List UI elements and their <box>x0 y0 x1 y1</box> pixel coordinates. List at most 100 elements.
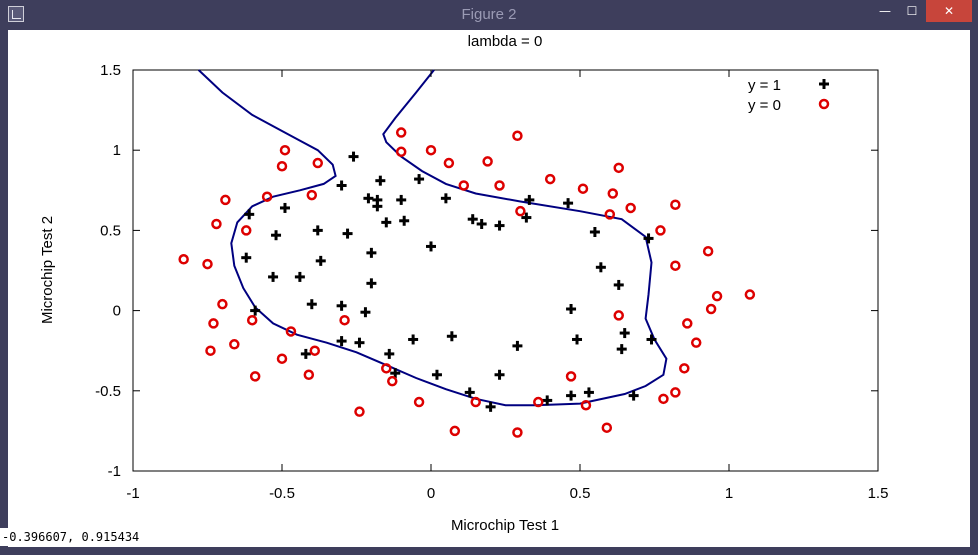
negative-point <box>387 375 398 387</box>
figure-canvas[interactable]: lambda = 0 -1 -0.5 0 0.5 1 1.5 -1 -0.5 0 0.5 1 1.5 … <box>8 30 970 547</box>
positive-point <box>643 233 654 244</box>
positive-point <box>390 368 401 379</box>
positive-point <box>366 247 377 258</box>
negative-point <box>217 298 228 310</box>
positive-point <box>494 220 505 231</box>
positive-point <box>306 299 317 310</box>
positive-point <box>464 387 475 398</box>
negative-point <box>544 173 556 185</box>
negative-point <box>670 387 681 398</box>
negative-point <box>285 326 297 337</box>
negative-point <box>276 160 288 172</box>
legend-marker-positive <box>819 79 829 89</box>
negative-point <box>744 289 756 300</box>
negative-point <box>565 371 577 382</box>
negative-point <box>309 345 321 356</box>
negative-point <box>494 180 505 191</box>
negative-point <box>413 396 425 408</box>
negative-point <box>711 290 723 302</box>
negative-point <box>655 225 666 236</box>
legend-label-negative: y = 0 <box>748 97 781 114</box>
negative-point <box>279 144 291 156</box>
positive-point <box>241 252 252 263</box>
negative-point <box>658 393 669 405</box>
negative-point <box>425 144 437 156</box>
negative-point <box>240 225 252 236</box>
negative-point <box>613 310 624 321</box>
y-tick-label: 1 <box>113 142 121 159</box>
negative-point <box>229 339 240 350</box>
negative-point <box>601 422 613 433</box>
title-bar[interactable]: Figure 2 — ☐ ✕ <box>0 0 978 30</box>
positive-point <box>563 198 574 209</box>
y-axis-label: Microchip Test 2 <box>39 216 56 324</box>
positive-point <box>336 336 347 347</box>
negative-point <box>220 194 231 206</box>
positive-point <box>440 193 451 204</box>
plot-frame <box>132 69 879 472</box>
plot[interactable]: lambda = 0 -1 -0.5 0 0.5 1 1.5-1-0.500.511.5 … <box>8 30 970 547</box>
positive-point <box>342 228 353 239</box>
positive-point <box>384 348 395 359</box>
positive-point <box>476 218 487 229</box>
y-tick-label: 1.5 <box>100 62 121 79</box>
positive-point <box>431 369 442 380</box>
x-tick-label: -1 <box>126 485 139 502</box>
legend-label-positive: y = 1 <box>748 77 781 94</box>
minimize-button[interactable]: — <box>879 4 891 18</box>
positive-point <box>414 174 425 185</box>
negative-point <box>512 427 523 438</box>
positive-point <box>566 303 577 314</box>
positive-point <box>589 227 600 238</box>
positive-point <box>363 193 374 204</box>
positive-point <box>485 401 496 412</box>
negative-point <box>306 189 318 201</box>
positive-point <box>354 337 365 348</box>
negative-point <box>211 218 222 230</box>
negative-point <box>482 156 493 167</box>
x-tick-label: 0.5 <box>570 485 591 502</box>
window-title: Figure 2 <box>461 6 517 23</box>
positive-point <box>372 201 383 212</box>
x-axis-label: Microchip Test 1 <box>451 517 559 534</box>
positive-point <box>524 194 535 205</box>
close-button[interactable]: ✕ <box>926 0 972 22</box>
positive-point <box>426 241 436 252</box>
positive-point <box>336 300 347 311</box>
negative-point <box>604 209 616 220</box>
negative-point <box>470 396 481 408</box>
positive-point <box>279 202 290 213</box>
negative-point <box>208 318 219 329</box>
positive-point <box>494 369 505 380</box>
negative-point <box>178 254 189 265</box>
negative-point <box>395 146 407 158</box>
positive-point <box>566 390 577 401</box>
positive-point <box>312 225 323 236</box>
positive-point <box>348 151 359 162</box>
negative-point <box>625 202 636 214</box>
positive-point <box>336 180 347 191</box>
positive-point <box>521 212 532 223</box>
negative-point <box>515 205 526 217</box>
negative-point <box>512 130 523 142</box>
y-tick-label: 0 <box>113 303 121 320</box>
negative-point <box>205 345 216 356</box>
negative-point <box>577 183 589 194</box>
negative-point <box>202 258 213 270</box>
y-tick-label: 0.5 <box>100 222 121 239</box>
figure-icon <box>8 6 24 22</box>
positive-point <box>381 217 392 228</box>
positive-point <box>244 209 255 220</box>
negative-point <box>613 162 624 174</box>
negative-point <box>702 246 714 257</box>
negative-point <box>449 425 461 437</box>
maximize-button[interactable]: ☐ <box>906 4 918 18</box>
positive-point <box>396 194 407 205</box>
positive-point <box>294 271 305 282</box>
legend-marker-negative <box>818 98 830 110</box>
y-tick-label: -0.5 <box>95 383 121 400</box>
negative-point <box>395 127 407 138</box>
negative-point <box>249 371 261 382</box>
positive-point <box>315 255 326 266</box>
positive-point <box>467 214 478 225</box>
